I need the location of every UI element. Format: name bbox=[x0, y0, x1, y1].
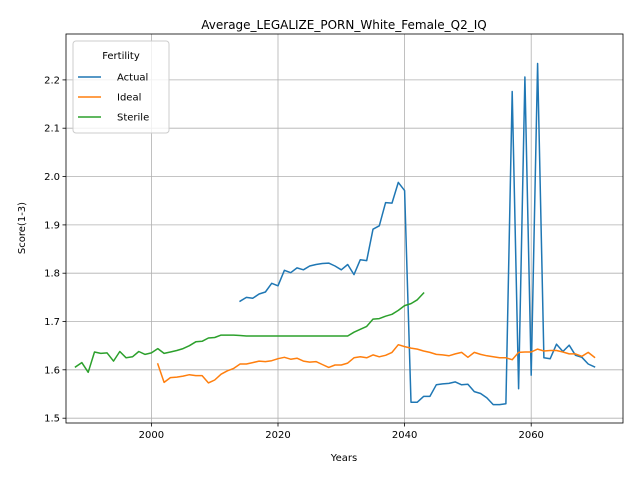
x-tick-label: 2000 bbox=[139, 430, 164, 441]
x-tick-label: 2040 bbox=[392, 430, 417, 441]
legend-label-ideal: Ideal bbox=[117, 93, 141, 104]
y-tick-label: 2.2 bbox=[44, 75, 60, 86]
series-line-sterile bbox=[74, 291, 425, 374]
y-tick-label: 1.5 bbox=[44, 414, 60, 425]
y-axis-label: Score(1-3) bbox=[17, 202, 28, 254]
ticks: 2000 2020 2040 2060 1.5 1.6 1.7 1.8 1.9 2.0 2.1 2.2 bbox=[44, 75, 544, 441]
y-tick-label: 1.7 bbox=[44, 317, 60, 328]
legend-label-actual: Actual bbox=[117, 73, 148, 84]
series-group bbox=[74, 62, 596, 406]
x-tick-label: 2060 bbox=[518, 430, 543, 441]
x-tick-label: 2020 bbox=[265, 430, 290, 441]
y-tick-label: 2.1 bbox=[44, 124, 60, 135]
y-tick-label: 2.0 bbox=[44, 172, 60, 183]
legend-box bbox=[72, 40, 170, 134]
y-tick-label: 1.9 bbox=[44, 220, 60, 231]
y-tick-label: 1.8 bbox=[44, 269, 60, 280]
chart-title: Average_LEGALIZE_PORN_White_Female_Q2_IQ bbox=[201, 18, 486, 32]
x-axis-label: Years bbox=[330, 453, 357, 464]
y-tick-label: 1.6 bbox=[44, 365, 60, 376]
legend-title: Fertility bbox=[102, 51, 140, 62]
series-line-ideal bbox=[156, 343, 596, 384]
legend: Fertility Actual Ideal Sterile bbox=[72, 40, 170, 134]
series-line-actual bbox=[239, 62, 596, 406]
legend-label-sterile: Sterile bbox=[117, 113, 149, 124]
plot-frame bbox=[65, 33, 624, 424]
